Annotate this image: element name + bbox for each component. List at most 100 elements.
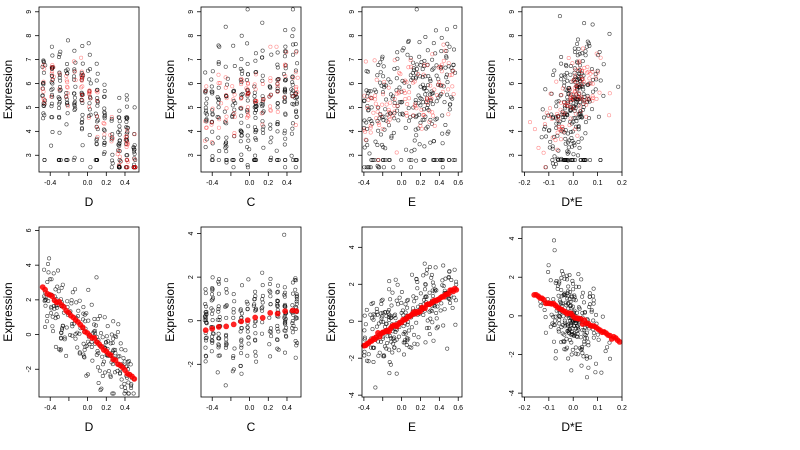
observed-point	[93, 331, 98, 336]
x-tick-label: 0.4	[282, 180, 292, 187]
observed-point	[584, 356, 589, 361]
fitted-point	[372, 58, 377, 63]
observed-point	[405, 52, 410, 57]
observed-point	[94, 136, 99, 141]
observed-point	[556, 327, 561, 332]
y-tick-label: 8	[509, 34, 516, 38]
fitted-point	[419, 126, 424, 131]
fitted-point	[568, 116, 573, 121]
observed-point	[380, 54, 385, 59]
observed-point	[581, 102, 586, 107]
fitted-point	[373, 97, 378, 102]
observed-point	[116, 322, 121, 327]
fitted-point	[252, 99, 257, 104]
observed-point	[102, 128, 107, 133]
fitted-point	[421, 113, 426, 118]
fitted-point	[245, 92, 250, 97]
observed-point	[366, 352, 371, 357]
observed-point	[432, 289, 437, 294]
observed-point	[391, 165, 396, 170]
observed-point	[423, 114, 428, 119]
observed-point	[554, 104, 559, 109]
x-tick-label: 0.0	[568, 180, 578, 187]
fitted-point	[590, 94, 595, 99]
observed-point	[558, 301, 563, 306]
observed-point	[275, 62, 280, 67]
observed-point	[566, 145, 571, 150]
x-tick-label: 0.2	[416, 180, 426, 187]
y-tick-label: 7	[509, 58, 516, 62]
observed-point	[131, 391, 136, 396]
observed-point	[423, 340, 428, 345]
observed-point	[587, 99, 592, 104]
fitted-point	[88, 96, 93, 101]
fitted-point	[595, 70, 600, 75]
observed-point	[431, 139, 436, 144]
observed-point	[428, 77, 433, 82]
observed-point	[434, 316, 439, 321]
fitted-point	[546, 114, 551, 119]
observed-point	[124, 165, 129, 170]
observed-point	[424, 100, 429, 105]
observed-point	[434, 73, 439, 78]
observed-point	[275, 129, 280, 134]
observed-point	[564, 111, 569, 116]
observed-point	[59, 285, 64, 290]
observed-point	[232, 299, 237, 304]
x-tick-label: -0.4	[358, 180, 370, 187]
fitted-point	[378, 113, 383, 118]
fitted-point	[203, 88, 208, 93]
fitted-point	[575, 84, 580, 89]
observed-point	[81, 305, 86, 310]
observed-point	[380, 56, 385, 61]
observed-point	[426, 74, 431, 79]
observed-point	[133, 165, 138, 170]
fitted-point	[95, 114, 100, 119]
observed-point	[575, 153, 580, 158]
observed-point	[240, 68, 245, 73]
observed-point	[252, 110, 257, 115]
observed-point	[268, 126, 273, 131]
observed-point	[373, 385, 378, 390]
observed-point	[566, 284, 571, 289]
observed-point	[554, 99, 559, 104]
observed-point	[216, 135, 221, 140]
observed-point	[108, 373, 113, 378]
fitted-point	[394, 91, 399, 96]
fitted-point	[572, 77, 577, 82]
observed-point	[593, 72, 598, 77]
x-tick-label: -0.4	[206, 180, 218, 187]
observed-point	[95, 71, 100, 76]
fitted-point	[585, 64, 590, 69]
observed-point	[290, 330, 295, 335]
observed-point	[446, 274, 451, 279]
observed-point	[586, 82, 591, 87]
observed-point	[551, 297, 556, 302]
observed-point	[268, 326, 273, 331]
observed-point	[559, 275, 564, 280]
observed-point	[260, 297, 265, 302]
fitted-point	[73, 78, 78, 83]
x-tick-label: 0.4	[282, 405, 292, 412]
fitted-point	[253, 98, 258, 103]
observed-point	[283, 63, 288, 68]
x-tick-label: 0.4	[120, 405, 130, 412]
fitted-point	[125, 165, 130, 170]
observed-point	[224, 332, 229, 337]
observed-point	[538, 303, 543, 308]
observed-point	[448, 95, 453, 100]
observed-point	[290, 121, 295, 126]
fitted-point	[232, 111, 237, 116]
observed-point	[442, 100, 447, 105]
observed-point	[362, 313, 367, 318]
observed-point	[399, 100, 404, 105]
observed-point	[41, 80, 46, 85]
fitted-point	[451, 92, 456, 97]
fitted-point	[290, 94, 295, 99]
observed-point	[576, 46, 581, 51]
observed-point	[389, 135, 394, 140]
observed-point	[556, 114, 561, 119]
y-tick-label: 4	[26, 129, 33, 133]
observed-point	[252, 98, 257, 103]
observed-point	[81, 317, 86, 322]
